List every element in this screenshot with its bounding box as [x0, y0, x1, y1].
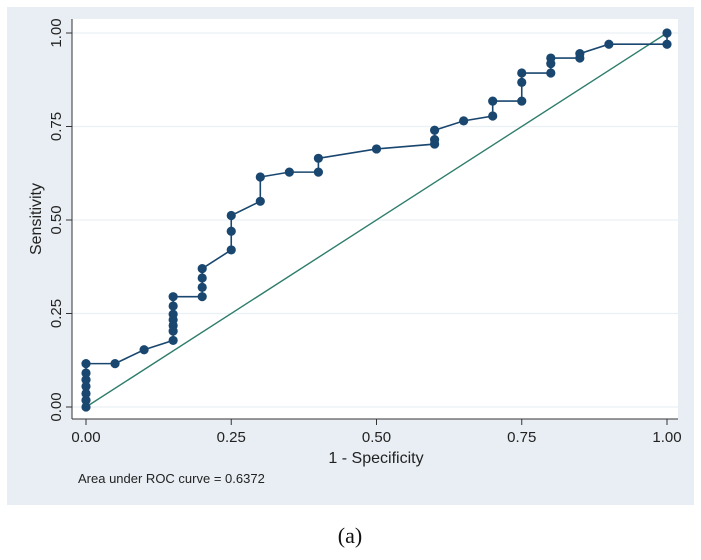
roc-point: [81, 381, 91, 392]
roc-point: [284, 167, 294, 177]
roc-point: [81, 368, 91, 378]
axes: [71, 19, 678, 420]
roc-point: [110, 359, 120, 369]
roc-curve-line: [85, 33, 668, 407]
roc-points-group: [81, 28, 672, 412]
x-axis-title: 1 - Specificity: [328, 450, 423, 467]
roc-point: [255, 172, 265, 182]
roc-point: [604, 39, 614, 49]
roc-point: [517, 68, 527, 78]
roc-point: [488, 111, 498, 121]
roc-point: [168, 292, 178, 302]
roc-point: [197, 264, 207, 274]
roc-point: [313, 153, 323, 163]
panel-label: (a): [338, 523, 362, 548]
roc-point: [313, 167, 323, 177]
roc-point: [459, 116, 469, 126]
roc-curve-group: [85, 33, 668, 407]
roc-point: [255, 196, 265, 206]
y-tick-label: 0.50: [48, 205, 65, 234]
roc-point: [226, 245, 236, 255]
roc-point: [517, 77, 527, 87]
roc-point: [575, 48, 585, 59]
roc-point: [430, 125, 440, 135]
reference-line: [85, 32, 668, 408]
x-tick-label: 0.50: [362, 429, 391, 446]
roc-point: [81, 388, 91, 399]
roc-point: [168, 301, 178, 311]
plot-area: [72, 19, 678, 419]
roc-point: [517, 96, 527, 106]
auc-annotation: Area under ROC curve = 0.6372: [78, 471, 265, 486]
roc-point: [197, 292, 207, 302]
roc-point: [168, 309, 178, 319]
x-tick-label: 0.00: [71, 429, 100, 446]
y-tick-label: 0.25: [48, 299, 65, 328]
roc-point: [546, 53, 556, 63]
roc-point: [371, 144, 382, 154]
roc-point: [226, 210, 236, 221]
x-tick-label: 0.25: [217, 429, 246, 446]
roc-point: [81, 402, 91, 412]
roc-point: [546, 68, 556, 78]
roc-point: [81, 375, 91, 385]
roc-point: [662, 39, 672, 49]
reference-line-group: [85, 32, 668, 408]
y-tick-label: 0.75: [48, 112, 65, 141]
y-tick-label: 0.00: [48, 392, 65, 421]
roc-point: [139, 345, 149, 355]
x-tick-label: 1.00: [652, 429, 681, 446]
roc-point: [81, 359, 91, 369]
roc-point: [168, 335, 178, 346]
y-axis-title: Sensitivity: [28, 183, 45, 255]
y-tick-label: 1.00: [48, 18, 65, 47]
ticks: 0.00 0.25 0.50 0.75 1.00 0.00 0.25 0.50 0.75 1.00: [48, 18, 682, 446]
roc-point: [430, 134, 440, 145]
roc-point: [197, 273, 207, 283]
roc-point: [197, 282, 207, 292]
roc-point: [81, 395, 91, 405]
roc-point: [226, 226, 236, 236]
roc-point: [488, 96, 498, 106]
x-tick-label: 0.75: [507, 429, 536, 446]
roc-point: [662, 28, 672, 38]
